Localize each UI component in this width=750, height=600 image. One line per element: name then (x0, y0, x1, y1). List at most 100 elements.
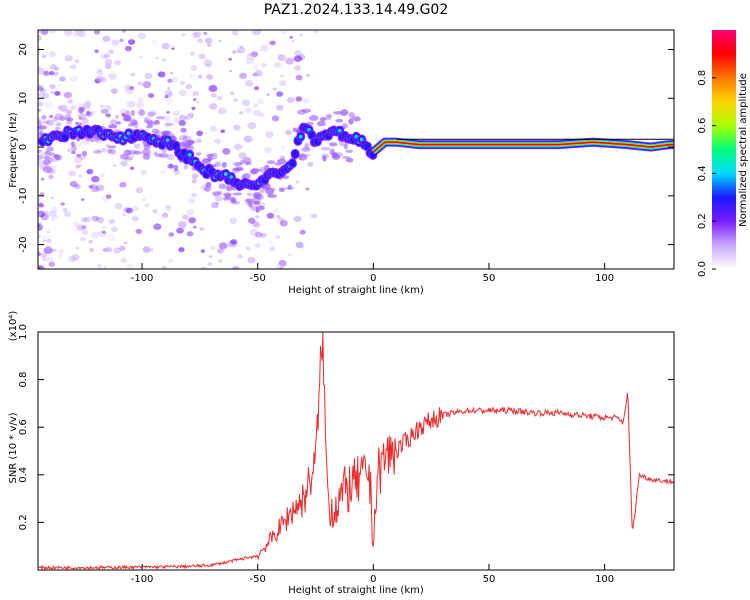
noise-blob (181, 32, 186, 37)
spectral-spread (164, 122, 172, 127)
spectral-spread (154, 153, 164, 158)
noise-blob (254, 243, 261, 249)
noise-blob (120, 257, 127, 263)
noise-blob (294, 50, 302, 57)
noise-blob (110, 119, 117, 125)
noise-blob (182, 214, 189, 220)
noise-blob (252, 64, 260, 71)
noise-blob (215, 195, 223, 202)
noise-blob (46, 119, 55, 126)
noise-blob (144, 72, 153, 80)
noise-blob (48, 174, 54, 180)
spectral-spread (93, 137, 101, 142)
spectral-spread (223, 192, 232, 197)
spectral-spread (123, 149, 132, 156)
noise-blob (44, 245, 52, 252)
noise-blob (45, 256, 55, 263)
noise-blob (286, 97, 295, 104)
noise-blob (228, 69, 233, 73)
noise-blob (40, 163, 49, 171)
noise-blob (173, 117, 181, 123)
noise-blob (38, 235, 42, 238)
noise-blob (42, 70, 50, 77)
noise-blob (40, 256, 46, 261)
colorbar-tick-label: 0.2 (697, 213, 708, 229)
snr-multiplier-label: (x10⁴) (8, 311, 19, 342)
noise-blob (179, 224, 187, 230)
noise-blob (69, 75, 78, 83)
noise-blob (81, 198, 85, 201)
noise-blob (232, 265, 240, 269)
noise-blob (96, 263, 103, 269)
noise-blob (237, 254, 244, 259)
spectral-spread (348, 112, 355, 119)
noise-blob (114, 60, 121, 66)
spectral-spread (319, 117, 327, 122)
spectral-spread (78, 107, 84, 114)
snr-frame (37, 331, 675, 571)
noise-blob (264, 146, 273, 154)
noise-blob (278, 259, 287, 267)
spectral-spread (38, 125, 48, 130)
noise-blob (44, 71, 49, 75)
noise-blob (119, 181, 127, 188)
spectral-spread (324, 116, 332, 121)
noise-blob (58, 248, 65, 254)
spectral-spread (252, 192, 262, 199)
ridge-inner (223, 171, 228, 176)
snr-x-tick-label: -100 (131, 574, 154, 585)
noise-blob (42, 240, 46, 243)
noise-blob (48, 261, 55, 267)
noise-blob (295, 96, 303, 102)
noise-blob (38, 148, 42, 153)
noise-blob (38, 159, 44, 166)
noise-blob (161, 42, 170, 50)
noise-blob (232, 50, 237, 54)
noise-blob (201, 266, 207, 269)
noise-blob (206, 43, 212, 47)
noise-blob (178, 247, 185, 253)
noise-blob (149, 247, 154, 252)
noise-blob (260, 232, 267, 238)
noise-blob (259, 112, 265, 118)
noise-blob (131, 215, 139, 222)
snr-x-tick-label: 0 (370, 574, 376, 585)
noise-blob (142, 246, 151, 253)
noise-blob (170, 76, 179, 83)
noise-blob (293, 215, 302, 223)
noise-blob (108, 73, 117, 80)
noise-blob (40, 177, 45, 181)
noise-blob (191, 106, 196, 111)
noise-blob (228, 57, 232, 61)
noise-blob (218, 242, 228, 250)
noise-blob (50, 206, 58, 213)
spectral-spread (234, 167, 244, 172)
noise-blob (82, 139, 90, 145)
spectral-spread (244, 161, 250, 166)
noise-blob (123, 84, 131, 91)
spectral-spread (232, 192, 243, 196)
noise-blob (54, 90, 61, 96)
noise-blob (104, 58, 113, 66)
noise-blob (269, 246, 276, 252)
spectral-spread (105, 113, 111, 118)
ridge-inner (187, 152, 192, 157)
spectrogram-y-axis-label: Frequency (Hz) (8, 112, 19, 188)
noise-blob (102, 35, 111, 42)
noise-blob (216, 95, 223, 101)
ridge-inner (337, 128, 342, 133)
noise-blob (196, 100, 200, 104)
spectral-spread (292, 127, 298, 133)
spectral-spread (252, 200, 260, 206)
spectral-spread (284, 186, 295, 190)
spectral-spread (243, 173, 251, 180)
spectral-spread (85, 110, 91, 116)
noise-blob (137, 81, 142, 86)
noise-blob (80, 216, 88, 223)
spectral-spread (182, 135, 191, 141)
noise-blob (40, 213, 49, 221)
noise-blob (62, 207, 68, 213)
noise-blob (238, 152, 247, 159)
spectral-spread (71, 150, 76, 155)
